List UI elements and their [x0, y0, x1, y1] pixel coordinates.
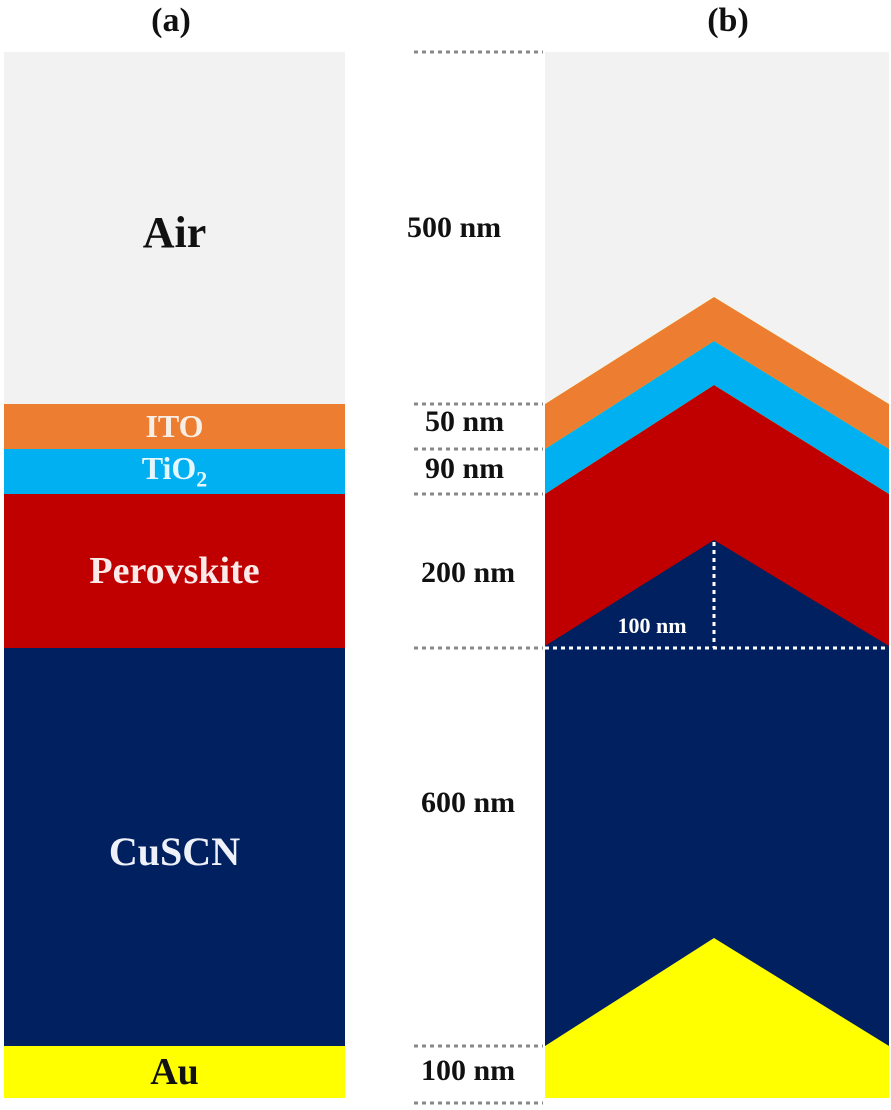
layer-ito: ITO: [4, 404, 345, 449]
layer-air: Air: [4, 52, 345, 404]
layer-tio2-label-main: TiO: [141, 450, 197, 487]
textured-tio2: [545, 341, 889, 494]
layer-cuscn-label: CuSCN: [108, 828, 241, 874]
textured-cuscn: [545, 540, 889, 1046]
thickness-cuscn: 600 nm: [421, 786, 516, 819]
panel-label-b: (b): [707, 2, 749, 39]
textured-air-top: [545, 52, 889, 404]
textured-perovskite: [545, 385, 889, 646]
layer-tio2: TiO2: [4, 449, 345, 494]
thickness-air: 500 nm: [407, 211, 502, 244]
textured-ito: [545, 297, 889, 449]
layer-air-label: Air: [142, 207, 207, 257]
texture-height-label: 100 nm: [617, 613, 686, 638]
thickness-perovskite: 200 nm: [421, 556, 516, 589]
dimension-guides: [414, 50, 543, 1105]
layer-au-label: Au: [150, 1051, 199, 1093]
layer-perovskite-label: Perovskite: [89, 550, 260, 592]
layer-au: Au: [4, 1046, 345, 1098]
thickness-tio2: 90 nm: [425, 452, 505, 485]
thickness-au: 100 nm: [421, 1054, 516, 1087]
layer-ito-label: ITO: [145, 408, 204, 444]
layer-cuscn: CuSCN: [4, 648, 345, 1046]
layer-perovskite: Perovskite: [4, 494, 345, 648]
layer-tio2-label-sub: 2: [196, 466, 208, 492]
thickness-ito: 50 nm: [425, 405, 505, 438]
panel-label-a: (a): [151, 2, 191, 39]
layer-tio2-label: TiO2: [142, 450, 208, 492]
